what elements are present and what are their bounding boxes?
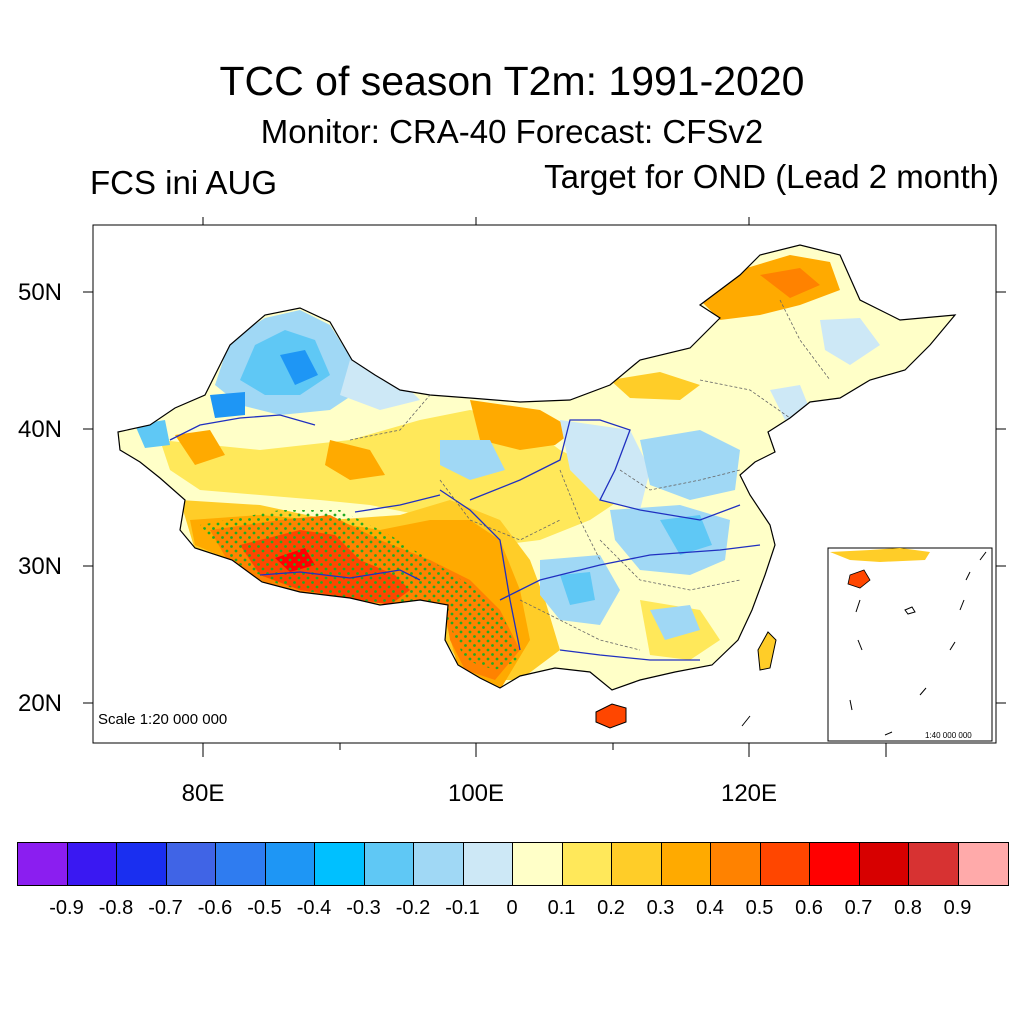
chart-subtitle: Monitor: CRA-40 Forecast: CFSv2 bbox=[260, 113, 764, 150]
colorbar-swatch bbox=[67, 843, 117, 885]
colorbar bbox=[17, 842, 1009, 886]
colorbar-swatch bbox=[216, 843, 266, 885]
chart-title: TCC of season T2m: 1991-2020 bbox=[219, 58, 805, 104]
colorbar-swatch bbox=[18, 843, 68, 885]
colorbar-swatch bbox=[513, 843, 563, 885]
province-borders bbox=[349, 299, 831, 651]
lon-label-80e: 80E bbox=[181, 780, 225, 807]
colorbar-tick-label: 0.3 bbox=[646, 897, 675, 919]
colorbar-swatch bbox=[909, 843, 959, 885]
taiwan-island bbox=[757, 631, 777, 671]
colorbar-swatch bbox=[364, 843, 414, 885]
colorbar-swatch bbox=[315, 843, 365, 885]
colorbar-swatch bbox=[661, 843, 711, 885]
colorbar-swatch bbox=[958, 843, 1008, 885]
lat-label-40n: 40N bbox=[17, 416, 62, 443]
colorbar-swatch bbox=[117, 843, 167, 885]
colorbar-tick-label: 0.5 bbox=[745, 897, 774, 919]
rivers bbox=[169, 414, 761, 661]
lon-label-120e: 120E bbox=[720, 780, 778, 807]
colorbar-tick-label: 0 bbox=[506, 897, 518, 919]
lon-label-100e: 100E bbox=[447, 780, 505, 807]
colorbar-swatch bbox=[562, 843, 612, 885]
scale-label-main: Scale 1:20 000 000 bbox=[98, 711, 228, 728]
colorbar-tick-label: -0.4 bbox=[296, 897, 332, 919]
colorbar-tick-label: -0.6 bbox=[197, 897, 233, 919]
colorbar-tick-label: 0.1 bbox=[547, 897, 576, 919]
lat-label-50n: 50N bbox=[17, 279, 62, 306]
colorbar-swatch bbox=[414, 843, 464, 885]
colorbar-tick-label: -0.8 bbox=[98, 897, 134, 919]
nine-dash-line-segment bbox=[741, 715, 751, 727]
colorbar-swatch bbox=[810, 843, 860, 885]
axis-ticks bbox=[83, 217, 1006, 757]
colorbar-tick-label: -0.2 bbox=[395, 897, 431, 919]
colorbar-tick-label: 0.2 bbox=[597, 897, 625, 919]
lat-label-30n: 30N bbox=[17, 553, 62, 580]
colorbar-tick-label: 0.4 bbox=[696, 897, 724, 919]
colorbar-swatch bbox=[760, 843, 810, 885]
lat-label-20n: 20N bbox=[17, 690, 62, 717]
country-outline bbox=[117, 244, 957, 691]
colorbar-swatch bbox=[612, 843, 662, 885]
target-season-label: Target for OND (Lead 2 month) bbox=[544, 158, 999, 195]
colorbar-swatch bbox=[859, 843, 909, 885]
colorbar-tick-label: 0.8 bbox=[894, 897, 922, 919]
colorbar-swatch bbox=[166, 843, 216, 885]
inset-content bbox=[830, 548, 987, 736]
colorbar-tick-label: -0.9 bbox=[49, 897, 84, 919]
colorbar-tick-label: 0.6 bbox=[795, 897, 823, 919]
colorbar-tick-label: 0.9 bbox=[943, 897, 972, 919]
colorbar-swatch bbox=[265, 843, 315, 885]
colorbar-tick-label: -0.3 bbox=[346, 897, 381, 919]
colorbar-tick-label: -0.5 bbox=[247, 897, 282, 919]
colorbar-swatch bbox=[463, 843, 513, 885]
colorbar-tick-label: -0.1 bbox=[445, 897, 480, 919]
colorbar-tick-label: 0.7 bbox=[844, 897, 873, 919]
colorbar-tick-label: -0.7 bbox=[148, 897, 183, 919]
scale-label-inset: 1:40 000 000 bbox=[925, 731, 972, 740]
forecast-init-label: FCS ini AUG bbox=[90, 164, 278, 201]
colorbar-swatch bbox=[711, 843, 761, 885]
hainan-island bbox=[595, 703, 627, 729]
